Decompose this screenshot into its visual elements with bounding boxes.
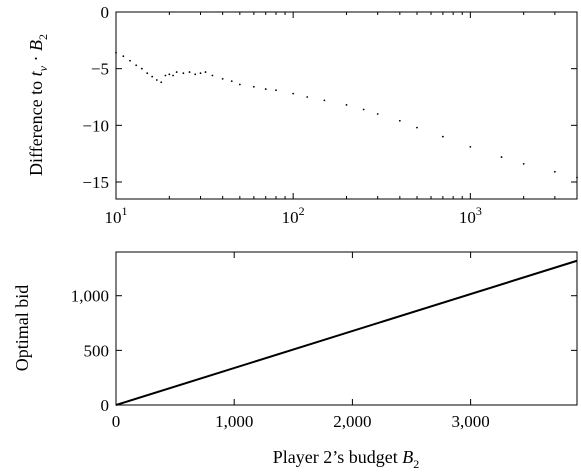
top-x-tick-label: 101 [105, 204, 128, 227]
top-data-point [194, 73, 197, 76]
top-data-point [140, 67, 143, 70]
top-data-point [398, 119, 401, 122]
top-data-point [146, 72, 149, 75]
top-y-tick-label: −15 [82, 173, 109, 192]
top-data-point [416, 126, 418, 129]
bottom-x-axis-label: Player 2’s budget B2 [273, 447, 419, 471]
top-data-point [129, 59, 131, 62]
top-data-point [122, 55, 125, 58]
top-x-axis-ticks: 101 102 103 [105, 12, 578, 227]
top-data-point [160, 81, 163, 84]
bottom-x-tick-label: 2,000 [333, 412, 371, 431]
top-data-point [175, 71, 178, 73]
panel-difference: 101 102 103 0 −5 −10 −15 Difference to tv · B… [26, 3, 578, 227]
bottom-x-axis-ticks: 0 1,000 2,000 3,000 [112, 252, 490, 431]
top-y-tick-label: 0 [101, 3, 110, 22]
top-data-point [168, 73, 171, 76]
top-data-point [376, 113, 379, 115]
top-scatter-series [115, 51, 578, 179]
bottom-x-tick-label: 1,000 [215, 412, 253, 431]
top-y-tick-label: −10 [82, 116, 109, 135]
top-data-point [199, 72, 202, 75]
top-data-point [345, 104, 348, 106]
top-data-point [292, 92, 295, 95]
top-data-point [362, 108, 365, 111]
bottom-x-tick-label: 3,000 [451, 412, 489, 431]
bottom-y-tick-label: 500 [84, 341, 110, 360]
top-y-axis-ticks: 0 −5 −10 −15 [82, 3, 577, 192]
top-data-point [576, 176, 578, 179]
bottom-plot-frame [115, 251, 578, 406]
top-data-point [275, 89, 277, 92]
bottom-y-axis-ticks: 0 500 1,000 [71, 287, 577, 415]
top-data-point [522, 162, 525, 165]
top-y-tick-label: −5 [91, 60, 109, 79]
top-x-tick-label: 102 [282, 204, 305, 227]
bottom-y-tick-label: 0 [101, 396, 110, 415]
top-data-point [135, 64, 138, 67]
top-data-point [204, 71, 207, 73]
top-data-point [221, 77, 224, 80]
top-data-point [500, 156, 503, 158]
top-data-point [264, 88, 267, 90]
bottom-x-tick-label: 0 [112, 412, 121, 431]
bottom-y-tick-label: 1,000 [71, 287, 109, 306]
top-data-point [172, 74, 174, 77]
top-y-axis-label: Difference to tv · B2 [26, 34, 50, 176]
bottom-line-series [115, 259, 578, 406]
top-data-point [238, 83, 241, 86]
top-data-point [553, 170, 556, 173]
top-data-point [441, 135, 444, 138]
top-data-point [323, 99, 326, 102]
top-data-point [155, 79, 158, 81]
top-data-point [151, 75, 154, 78]
top-data-point [188, 71, 191, 73]
top-x-tick-label: 103 [459, 204, 482, 227]
top-data-point [469, 145, 472, 148]
top-data-point [164, 74, 167, 77]
top-data-point [182, 72, 185, 75]
top-data-point [115, 51, 117, 54]
bottom-y-axis-label: Optimal bid [12, 285, 32, 372]
top-data-point [230, 80, 233, 83]
panel-optimal-bid: 0 1,000 2,000 3,000 0 500 1,000 Optimal bid P… [12, 251, 578, 471]
top-data-point [252, 85, 255, 88]
top-data-point [306, 96, 309, 98]
top-data-point [211, 74, 214, 77]
